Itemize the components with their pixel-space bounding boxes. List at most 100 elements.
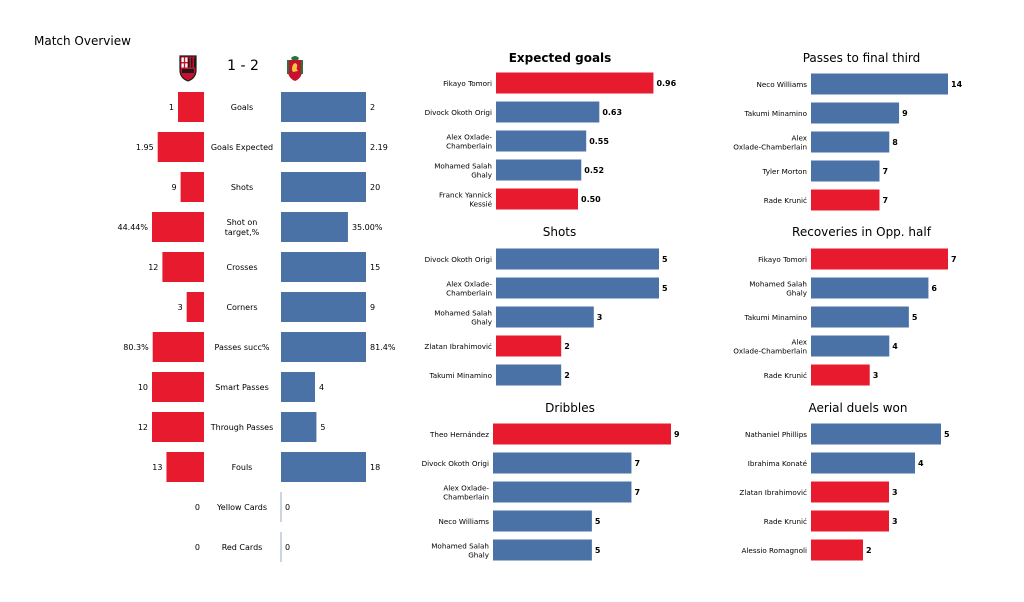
value-label: 3 [873, 371, 879, 380]
away-bar-5 [281, 252, 366, 282]
bar-5 [496, 364, 562, 386]
value-label: 0.52 [584, 166, 604, 175]
home-value-label: 9 [172, 183, 177, 192]
value-label: 6 [931, 284, 937, 293]
category-label: Passes succ% [215, 343, 270, 352]
bar-2 [493, 452, 632, 474]
category-label: Fouls [232, 463, 253, 472]
player-label: Neco Williams [438, 517, 489, 526]
bar-3 [811, 481, 889, 503]
player-label: Alex Oxlade-Chamberlain [443, 484, 489, 502]
value-label: 5 [944, 430, 950, 439]
home-value-label: 1.95 [136, 143, 154, 152]
value-label: 8 [892, 138, 898, 147]
value-label: 0.55 [589, 137, 609, 146]
value-label: 9 [902, 109, 908, 118]
player-label: Nathaniel Phillips [745, 430, 807, 439]
player-label: Rade Krunić [764, 517, 807, 526]
category-label: Crosses [226, 263, 257, 272]
away-value-label: 4 [319, 383, 324, 392]
home-bar-4 [152, 212, 204, 242]
chart-title: Passes to final third [803, 51, 921, 65]
value-label: 4 [918, 459, 924, 468]
value-label: 7 [634, 488, 640, 497]
away-value-label: 15 [370, 263, 380, 272]
value-label: 3 [892, 488, 898, 497]
player-label: Takumi Minamino [744, 109, 808, 118]
bar-2 [811, 102, 900, 124]
bar-3 [811, 306, 909, 328]
player-label: Mohamed Salah Ghaly [434, 309, 493, 327]
chart-title: Shots [543, 225, 577, 239]
away-bar-6 [281, 292, 366, 322]
bar-3 [496, 130, 587, 152]
player-label: Franck Yannick Kessié [439, 191, 493, 209]
value-label: 7 [883, 196, 889, 205]
aerial-duels-won-chart: Aerial duels won 5 Nathaniel Phillips 4 Ibra… [739, 401, 950, 561]
away-value-label: 20 [370, 183, 380, 192]
value-label: 2 [564, 342, 570, 351]
home-bar-1 [178, 92, 204, 122]
category-label: Yellow Cards [216, 503, 267, 512]
category-label: Goals Expected [211, 143, 273, 152]
bar-1 [811, 248, 948, 270]
home-value-label: 0 [195, 543, 200, 552]
away-bar-8 [281, 372, 315, 402]
bar-1 [811, 423, 941, 445]
chart-title: Dribbles [545, 401, 595, 415]
home-value-label: 1 [169, 103, 174, 112]
value-label: 2 [866, 546, 872, 555]
shots-chart: Shots 5 Divock Okoth Origi 5 Alex Oxlade-Cha… [424, 225, 668, 386]
player-label: Takumi Minamino [429, 371, 493, 380]
away-value-label: 2.19 [370, 143, 388, 152]
home-value-label: 10 [138, 383, 148, 392]
player-label: Alessio Romagnoli [742, 546, 808, 555]
away-value-label: 35.00% [352, 223, 383, 232]
player-label: Fikayo Tomori [443, 79, 492, 88]
away-bar-4 [281, 212, 348, 242]
away-bar-9 [281, 412, 317, 442]
value-label: 0.50 [581, 195, 601, 204]
bar-5 [811, 539, 863, 561]
value-label: 4 [892, 342, 898, 351]
player-label: Alex Oxlade-Chamberlain [733, 338, 808, 356]
bar-3 [811, 131, 890, 153]
player-label: Theo Hernández [429, 430, 489, 439]
ac-milan-crest-icon [179, 55, 197, 82]
chart-title: Expected goals [509, 51, 612, 65]
player-label: Mohamed Salah Ghaly [431, 542, 490, 560]
away-value-label: 81.4% [370, 343, 396, 352]
home-bar-2 [157, 132, 204, 162]
away-value-label: 9 [370, 303, 375, 312]
bar-1 [811, 73, 948, 95]
category-label: Corners [226, 303, 257, 312]
bar-1 [496, 72, 654, 94]
player-label: Neco Williams [756, 80, 807, 89]
player-label: Zlatan Ibrahimović [739, 488, 807, 497]
category-label: Through Passes [210, 423, 274, 432]
passes-to-final-third-chart: Passes to final third 14 Neco Williams 9 Tak… [733, 51, 963, 211]
away-bar-2 [281, 132, 366, 162]
expected-goals-chart: Expected goals 0.96 Fikayo Tomori 0.63 Divoc… [425, 51, 677, 210]
bar-4 [493, 510, 592, 532]
category-label: Shots [231, 183, 253, 192]
bar-2 [496, 101, 600, 123]
home-value-label: 3 [178, 303, 183, 312]
home-bar-10 [166, 452, 204, 482]
home-bar-3 [180, 172, 204, 202]
home-bar-6 [186, 292, 204, 322]
bar-1 [496, 248, 659, 270]
bar-4 [811, 160, 880, 182]
recoveries-in-opp-half-chart: Recoveries in Opp. half 7 Fikayo Tomori 6 Mo… [733, 225, 957, 386]
player-label: Zlatan Ibrahimović [424, 342, 492, 351]
category-label: Smart Passes [215, 383, 269, 392]
away-value-label: 18 [370, 463, 380, 472]
away-value-label: 5 [320, 423, 325, 432]
value-label: 5 [595, 546, 601, 555]
player-label: Divock Okoth Origi [425, 255, 492, 264]
bar-4 [496, 335, 562, 357]
value-label: 7 [883, 167, 889, 176]
value-label: 0.63 [602, 108, 622, 117]
